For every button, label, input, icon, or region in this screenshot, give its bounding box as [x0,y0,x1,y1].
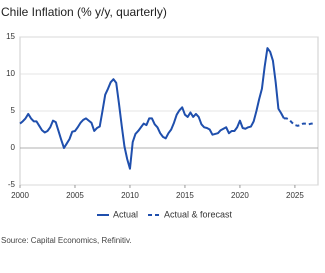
x-tick-label: 2000 [11,191,29,200]
x-tick-label: 2005 [66,191,84,200]
y-tick-label: 10 [6,69,15,78]
x-tick-label: 2020 [231,191,249,200]
source-note: Source: Capital Economics, Refinitiv. [1,236,132,245]
y-tick-label: 15 [6,32,15,41]
y-tick-label: -5 [8,180,16,189]
x-tick-label: 2025 [286,191,304,200]
chart-title: Chile Inflation (% y/y, quarterly) [1,5,167,19]
y-tick-label: 0 [11,143,16,152]
x-tick-label: 2015 [176,191,194,200]
series-line [19,47,285,170]
y-tick-label: 5 [11,106,16,115]
x-tick-label: 2010 [121,191,139,200]
series-line [283,117,315,127]
legend-label: Actual [113,209,138,219]
legend-label: Actual & forecast [164,209,233,219]
